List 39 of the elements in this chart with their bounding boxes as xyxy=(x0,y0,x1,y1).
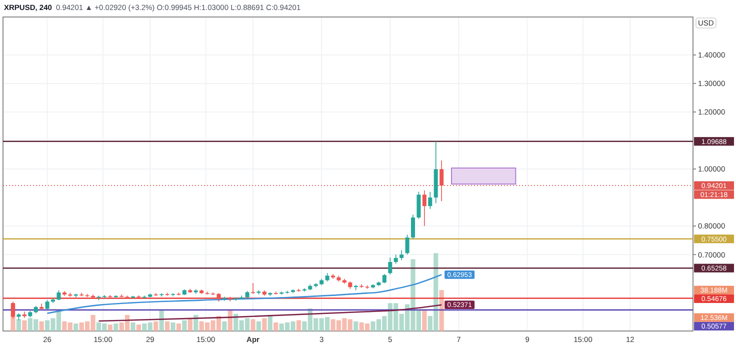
candlestick xyxy=(416,191,421,220)
candlestick xyxy=(405,234,410,255)
bar xyxy=(130,322,136,331)
candlestick xyxy=(222,296,226,302)
candlestick xyxy=(45,300,50,310)
bar xyxy=(39,321,44,331)
candlestick xyxy=(440,160,444,202)
candlestick xyxy=(388,257,392,275)
bar xyxy=(176,324,182,331)
candlestick xyxy=(394,254,398,264)
bar xyxy=(274,322,278,331)
bar xyxy=(354,321,358,331)
candlestick xyxy=(234,296,238,302)
bar xyxy=(154,321,158,331)
candlestick xyxy=(382,274,386,284)
candlestick xyxy=(428,191,432,210)
bar xyxy=(136,324,142,331)
bar xyxy=(16,319,22,331)
candlestick xyxy=(411,214,415,240)
candlestick xyxy=(422,190,426,226)
bar xyxy=(114,324,118,331)
candlestick xyxy=(360,284,364,288)
candlestick xyxy=(251,282,255,294)
bar xyxy=(188,318,192,331)
bar xyxy=(296,320,302,331)
bar xyxy=(439,290,444,331)
bar xyxy=(170,322,176,331)
bar xyxy=(22,320,27,331)
bar xyxy=(222,321,227,331)
bar xyxy=(74,324,78,331)
candlestick xyxy=(400,250,404,261)
bar xyxy=(422,310,427,331)
bar xyxy=(182,320,187,331)
bar xyxy=(256,321,262,331)
bar xyxy=(250,319,256,331)
bar xyxy=(164,321,170,331)
candlestick xyxy=(56,290,61,301)
bar xyxy=(262,318,267,331)
bar xyxy=(108,324,112,331)
